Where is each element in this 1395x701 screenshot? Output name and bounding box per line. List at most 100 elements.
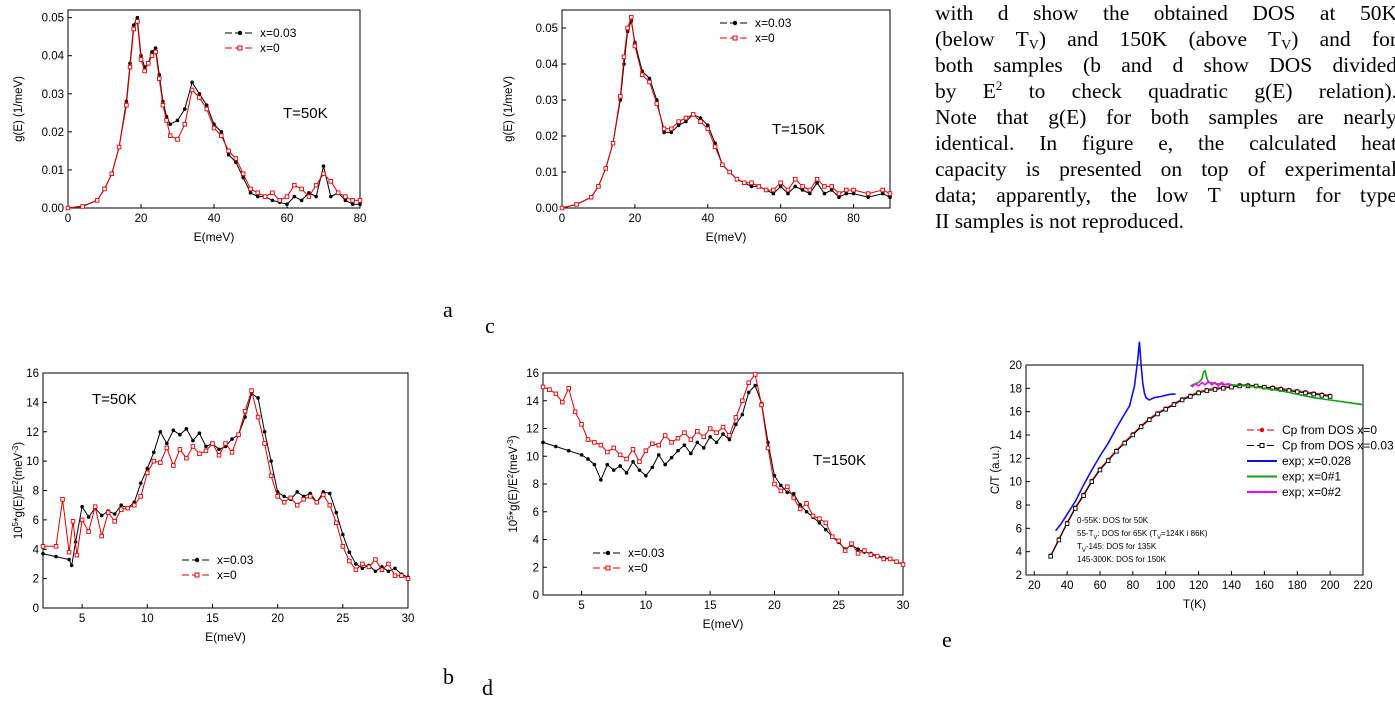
data-point [817,516,822,521]
dos-note-part: T [1089,529,1094,538]
data-point [405,576,411,581]
data-point [579,422,584,427]
data-point [749,180,754,186]
data-point [99,533,104,539]
data-point [124,102,129,108]
legend-marker [732,20,738,26]
data-point [248,186,253,192]
y-tick-label: 2 [33,574,39,586]
y-tick-label: 18 [1009,383,1022,395]
data-point [586,457,590,461]
data-point [625,25,630,31]
data-point [53,544,59,549]
data-point [204,444,208,449]
data-point [868,552,874,558]
y-axis-label-part: *g(E)/E [508,478,520,515]
data-point [862,548,867,553]
dos-note-part: 0-55K: DOS for 50K [1077,516,1149,525]
data-point [255,194,260,199]
data-point [785,490,790,495]
dos-note: 55-TV: DOS for 65K (TV=124K i 86K) [1077,529,1208,541]
data-point [171,463,176,468]
y-tick-label: 10 [1009,477,1022,489]
data-point [249,388,254,393]
data-point [357,198,363,203]
data-point [698,116,703,120]
legend-label: exp; x=0#1 [1282,470,1341,484]
x-axis-label: E(meV) [205,630,246,644]
data-point [746,380,751,385]
data-point [786,191,790,196]
dos-note: TV-145: DOS for 135K [1077,542,1157,554]
dos-note-sub: V [1082,548,1086,554]
data-point [268,473,274,479]
data-point [1089,479,1095,484]
temperature-annotation: T=150K [813,452,866,469]
y-tick-label: 0.02 [536,131,558,143]
data-point [684,119,688,124]
x-tick-label: 20 [628,213,641,225]
y-tick-label: 0.01 [536,167,558,179]
data-point [67,557,71,562]
data-point [1122,440,1127,446]
data-point [210,441,215,446]
data-point [70,519,76,524]
figure-caption: with d show the obtained DOS at 50K (belo… [935,0,1395,234]
data-point [74,552,80,558]
y-tick-label: 12 [1009,453,1022,465]
data-point [705,123,710,127]
data-point [255,190,261,196]
data-point [714,430,719,435]
data-point [778,180,783,186]
data-point [1138,424,1144,430]
x-tick-label: 25 [336,613,349,625]
dos-note-part: T [1077,542,1082,551]
data-point [822,191,827,196]
data-point [721,432,725,436]
data-point [572,409,578,415]
data-point [94,198,100,203]
data-point [65,205,71,211]
x-tick-label: 5 [578,600,584,612]
data-point [299,198,304,203]
legend-marker [237,45,243,51]
legend-label: x=0.03 [755,16,792,30]
data-point [92,504,98,509]
data-point [836,538,841,544]
data-point [807,187,813,193]
data-point [676,123,681,127]
data-point [779,483,783,488]
data-point [334,520,339,526]
data-point [145,466,150,471]
data-point [314,499,320,505]
x-axis-label: E(meV) [706,230,747,244]
dos-note-part: -145: DOS for 135K [1086,542,1157,551]
data-point [887,556,893,562]
data-point [701,446,706,450]
y-tick-label: 0.02 [42,127,64,139]
data-point [1114,449,1119,454]
data-point [734,422,738,427]
data-point [341,532,345,537]
x-tick-label: 0 [559,213,565,225]
data-point [851,187,856,193]
legend-label: exp; x=0.028 [1282,454,1351,468]
data-point [624,456,629,462]
data-point [566,386,571,391]
data-point [1188,394,1193,399]
data-point [109,171,115,176]
data-point [1204,388,1210,393]
data-point [639,72,645,78]
data-point [1048,554,1053,559]
series-line [1054,341,1176,532]
legend-label: x=0 [628,561,648,575]
data-point [856,547,860,552]
legend-label: x=0 [260,41,280,55]
data-point [54,554,58,559]
data-point [1147,417,1152,423]
data-point [347,558,352,564]
data-point [830,534,835,539]
data-point [392,573,398,578]
data-point [1303,390,1308,396]
data-point [554,444,558,449]
